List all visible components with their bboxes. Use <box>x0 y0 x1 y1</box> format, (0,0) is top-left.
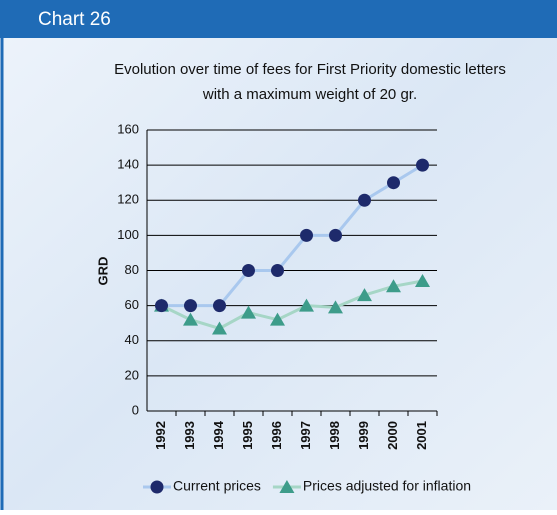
y-tick-label: 80 <box>125 262 139 277</box>
y-tick-label: 20 <box>125 367 139 382</box>
data-point <box>357 288 372 302</box>
header-bar <box>0 0 557 38</box>
data-point <box>416 158 429 172</box>
legend-label: Prices adjusted for inflation <box>303 478 471 494</box>
x-tick-label: 1998 <box>327 421 342 450</box>
x-tick-label: 1999 <box>356 421 371 450</box>
y-tick-label: 160 <box>117 121 139 136</box>
chart-subtitle: with a maximum weight of 20 gr. <box>202 86 417 103</box>
data-point <box>213 299 226 313</box>
series-line <box>160 279 423 331</box>
y-axis-label: GRD <box>95 257 110 286</box>
data-point <box>155 299 168 313</box>
data-point <box>329 228 342 242</box>
chart-title: Evolution over time of fees for First Pr… <box>114 61 506 78</box>
data-point <box>212 321 227 335</box>
data-point <box>299 298 314 312</box>
y-tick-label: 0 <box>132 402 139 417</box>
x-tick-label: 2001 <box>414 421 429 450</box>
data-point <box>300 228 313 242</box>
x-tick-label: 1995 <box>240 421 255 450</box>
data-point <box>242 264 255 277</box>
y-tick-label: 60 <box>125 297 139 312</box>
legend-label: Current prices <box>173 478 261 494</box>
data-point <box>184 299 197 313</box>
data-point <box>183 312 198 326</box>
data-point <box>270 312 285 326</box>
series-line <box>161 163 424 308</box>
y-tick-label: 140 <box>117 157 139 172</box>
y-tick-label: 120 <box>117 192 139 207</box>
x-tick-label: 1994 <box>211 420 226 450</box>
data-point <box>415 274 430 288</box>
y-tick-label: 100 <box>117 227 139 242</box>
x-tick-label: 1996 <box>269 421 284 450</box>
header-title: Chart 26 <box>38 9 111 30</box>
data-point <box>328 300 343 314</box>
y-tick-label: 40 <box>125 332 139 347</box>
x-tick-label: 1997 <box>298 421 313 450</box>
data-point <box>386 279 401 293</box>
data-point <box>387 176 400 190</box>
legend-marker <box>150 480 164 494</box>
data-point <box>271 264 284 277</box>
data-point <box>241 305 256 319</box>
x-tick-label: 1993 <box>182 421 197 450</box>
data-point <box>358 193 371 207</box>
legend-marker <box>279 480 295 493</box>
x-tick-label: 1992 <box>153 421 168 450</box>
x-tick-label: 2000 <box>385 421 400 450</box>
